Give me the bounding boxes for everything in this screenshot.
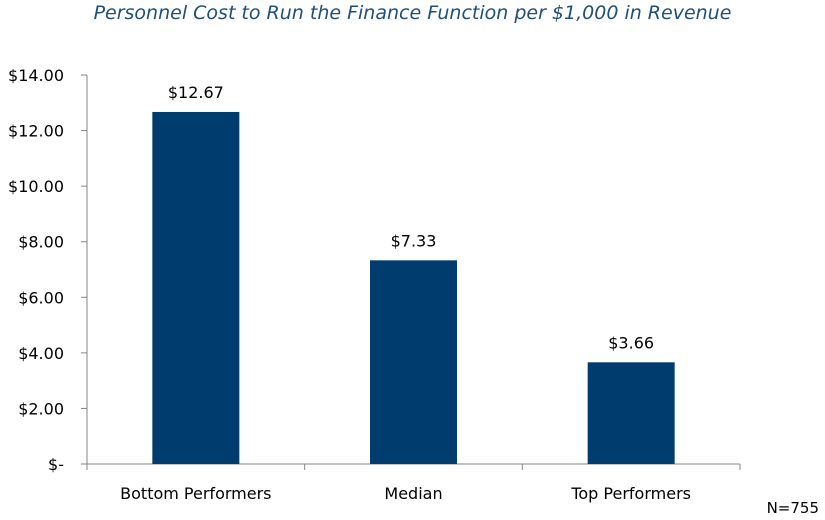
sample-size-note: N=755 (766, 499, 819, 517)
bar-value-label: $3.66 (608, 333, 654, 352)
y-tick-label: $4.00 (18, 344, 64, 363)
y-tick-label: $8.00 (18, 233, 64, 252)
bar (152, 111, 240, 464)
y-axis: $- $2.00 $4.00 $6.00 $8.00 $10.00 $12.00 $14.00 (8, 66, 88, 474)
bar (370, 260, 457, 464)
y-tick-label: $10.00 (8, 177, 64, 196)
chart-title: Personnel Cost to Run the Finance Functi… (93, 2, 732, 24)
x-category-label: Bottom Performers (120, 484, 271, 503)
x-category-label: Top Performers (570, 484, 691, 503)
bar-value-label: $12.67 (168, 83, 224, 102)
data-labels: $12.67 $7.33 $3.66 (168, 83, 654, 352)
y-tick-label: $6.00 (18, 288, 64, 307)
y-tick-label: $12.00 (8, 122, 64, 141)
x-axis: Bottom Performers Median Top Performers (86, 463, 741, 503)
y-tick-label: $14.00 (8, 66, 64, 85)
bar (587, 362, 675, 464)
y-tick-label: $- (48, 455, 64, 474)
bars (152, 111, 675, 464)
bar-value-label: $7.33 (391, 231, 437, 250)
x-category-label: Median (384, 484, 442, 503)
y-tick-label: $2.00 (18, 399, 64, 418)
